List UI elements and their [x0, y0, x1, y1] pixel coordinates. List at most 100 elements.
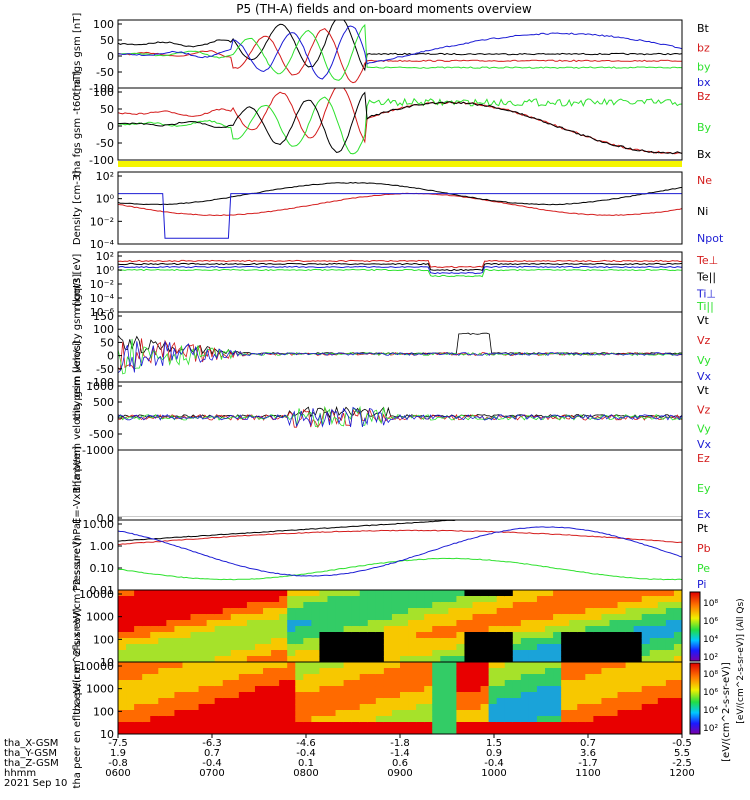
- spectrogram-cell: [150, 722, 159, 729]
- spectrogram-cell: [577, 596, 586, 603]
- spectrogram-cell: [383, 710, 393, 717]
- trace-p3-ni: [118, 181, 682, 206]
- spectrogram-cell: [263, 596, 272, 603]
- spectrogram-cell: [400, 632, 409, 639]
- spectrogram-cell: [359, 650, 369, 657]
- spectrogram-cell: [641, 680, 651, 687]
- spectrogram-cell: [230, 698, 240, 705]
- spectrogram-cell: [134, 698, 143, 705]
- spectrogram-cell: [190, 674, 200, 681]
- spectrogram-cell: [287, 698, 296, 705]
- spectrogram-cell: [601, 638, 610, 645]
- spectrogram-cell: [480, 620, 490, 627]
- x-row-label: tha_Y-GSM: [4, 748, 57, 759]
- trace-p4-te: [118, 259, 682, 269]
- spectrogram-cell: [585, 716, 594, 723]
- spectrogram-cell: [512, 674, 522, 681]
- panel-p2-traces: [118, 88, 682, 155]
- spectrogram-cell: [222, 716, 232, 723]
- spectrogram-cell: [126, 626, 135, 633]
- spectrogram-cell: [319, 608, 328, 615]
- spectrogram-cell: [142, 692, 151, 699]
- spectrogram-cell: [480, 614, 490, 621]
- spectrogram-cell: [238, 632, 248, 639]
- panel-p5-traces: [118, 332, 682, 375]
- spectrogram-cell: [593, 680, 602, 687]
- spectrogram-cell: [553, 626, 562, 633]
- y-axis-label: Pressure [nPa]: [72, 519, 83, 591]
- y-tick-label: 50: [100, 34, 114, 47]
- spectrogram-cell: [673, 716, 682, 723]
- spectrogram-cell: [625, 656, 635, 662]
- y-tick-label: 10⁰: [96, 264, 115, 277]
- spectrogram-cell: [206, 596, 216, 603]
- y-tick-label: 0: [107, 50, 114, 63]
- spectrogram-cell: [311, 614, 320, 621]
- trace-p1-bx: [118, 25, 682, 80]
- y-tick-label: -100: [89, 376, 114, 389]
- spectrogram-cell: [512, 704, 522, 711]
- spectrogram-cell: [174, 668, 183, 675]
- spectrogram-cell: [182, 710, 192, 717]
- spectrogram-cell: [408, 596, 417, 603]
- trace-p2-bz: [118, 88, 682, 155]
- spectrogram-cell: [641, 626, 651, 633]
- spectrogram-cell: [118, 680, 127, 687]
- spectrogram-cell: [287, 710, 296, 717]
- spectrogram-cell: [601, 650, 610, 657]
- spectrogram-cell: [150, 608, 159, 615]
- spectrogram-cell: [279, 710, 288, 717]
- spectrogram-cell: [657, 704, 667, 711]
- legend-p6-1: Vz: [697, 403, 711, 416]
- spectrogram-cell: [561, 662, 570, 669]
- spectrogram-cell: [238, 650, 248, 657]
- spectrogram-cell: [649, 608, 659, 615]
- spectrogram-cell: [456, 674, 465, 681]
- spectrogram-cell: [569, 728, 578, 734]
- spectrogram-cell: [359, 728, 369, 734]
- spectrogram-cell: [198, 614, 208, 621]
- y-tick-label: 1.00: [90, 540, 115, 553]
- spectrogram-cell: [254, 656, 264, 662]
- spectrogram-cell: [287, 614, 296, 621]
- spectrogram-cell: [142, 632, 151, 639]
- spectrogram-cell: [134, 668, 143, 675]
- x-tick-value: -1.8: [390, 738, 410, 749]
- spectrogram-cell: [287, 674, 296, 681]
- spectrogram-cell: [359, 626, 369, 633]
- spectrogram-cell: [118, 710, 127, 717]
- trace-p1-bt: [118, 20, 682, 72]
- spectrogram-cell: [496, 656, 506, 662]
- spectrogram-cell: [263, 620, 272, 627]
- spectrogram-cell: [351, 626, 361, 633]
- spectrogram-cell: [391, 704, 401, 711]
- spectrogram-cell: [126, 662, 135, 669]
- spectrogram-cell: [553, 692, 562, 699]
- spectrogram-cell: [400, 638, 409, 645]
- spectrogram-cell: [359, 674, 369, 681]
- spectrogram-cell: [238, 722, 248, 729]
- spectrogram-cell: [601, 686, 610, 693]
- spectrogram-cell: [673, 728, 682, 734]
- trace-p8-pt: [118, 520, 464, 542]
- spectrogram-cell: [311, 650, 320, 657]
- spectrogram-cell: [504, 722, 514, 729]
- spectrogram-cell: [174, 662, 183, 669]
- spectrogram-cell: [383, 656, 393, 662]
- spectrogram-cell: [279, 614, 288, 621]
- spectrogram-cell: [496, 722, 506, 729]
- spectrogram-cell: [432, 698, 441, 705]
- spectrogram-cell: [472, 596, 482, 603]
- spectrogram-cell: [464, 596, 474, 603]
- spectrogram-cell: [327, 620, 337, 627]
- spectrogram-cell: [166, 608, 175, 615]
- spectrogram-cell: [520, 686, 530, 693]
- spectrogram-cell: [343, 626, 353, 633]
- x-row-label: hhmm: [4, 768, 36, 779]
- y-axis-label: tha peim velocity gsm [km/s]: [72, 274, 83, 421]
- spectrogram-cell: [528, 662, 538, 669]
- spectrogram-cell: [504, 662, 514, 669]
- spectrogram-cell: [166, 650, 175, 657]
- x-tick-value: 0.1: [298, 758, 314, 769]
- spectrogram-cell: [335, 644, 345, 651]
